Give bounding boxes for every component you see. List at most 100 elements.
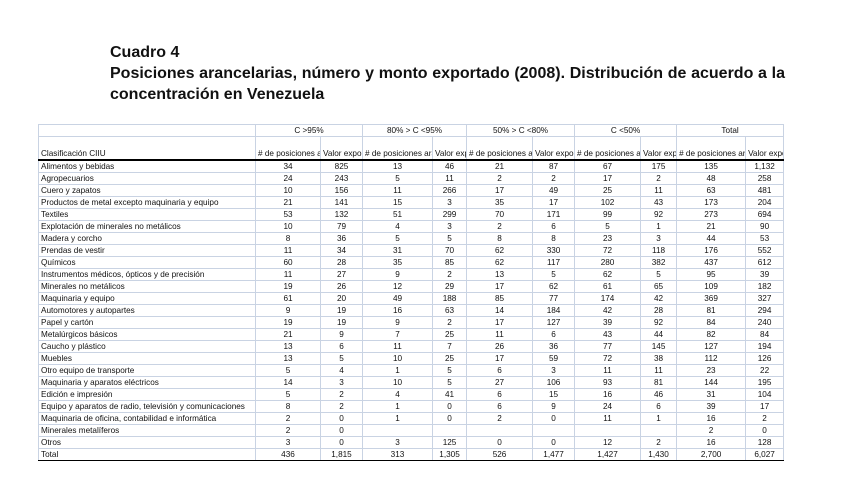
total-cell: 1,427 [574, 448, 642, 461]
table-cell: 26 [319, 280, 364, 293]
table-row: Explotación de minerales no metálicos 10 7… [38, 220, 785, 233]
table-cell: 22 [745, 364, 785, 377]
table-cell: 2 [466, 172, 534, 185]
table-row: Minerales metalíferos 2 0 2 0 [38, 424, 785, 437]
table-cell: 182 [745, 280, 785, 293]
table-cell: 13 [255, 340, 321, 353]
table-cell: 27 [319, 268, 364, 281]
table-cell: 11 [432, 172, 468, 185]
table-cell: 39 [745, 268, 785, 281]
table-cell: 369 [676, 292, 747, 305]
row-label: Maquinaria y aparatos eléctricos [38, 376, 256, 389]
table-cell: 194 [745, 340, 785, 353]
table-cell: 87 [532, 159, 576, 173]
row-label: Muebles [38, 352, 256, 365]
table-cell: 266 [432, 184, 468, 197]
table-cell: 2 [532, 172, 576, 185]
total-cell: 1,430 [640, 448, 678, 461]
table-cell: 188 [432, 292, 468, 305]
table-cell: 2 [319, 388, 364, 401]
table-cell: 13 [255, 352, 321, 365]
table-cell: 77 [574, 340, 642, 353]
table-cell: 72 [574, 244, 642, 257]
table-cell: 2 [432, 316, 468, 329]
table-row: Maquinaria y equipo 61 20 49 188 85 77 174 42 369… [38, 292, 785, 305]
table-cell: 825 [319, 159, 364, 173]
label-header: Clasificación CIIU [38, 136, 256, 161]
table-cell: 382 [640, 256, 678, 269]
table-cell: 273 [676, 208, 747, 221]
row-label: Instrumentos médicos, ópticos y de preci… [38, 268, 256, 281]
table-cell: 62 [466, 244, 534, 257]
row-label: Alimentos y bebidas [38, 159, 256, 173]
table-cell: 126 [745, 352, 785, 365]
table-cell: 694 [745, 208, 785, 221]
row-label: Cuero y zapatos [38, 184, 256, 197]
table-cell: 6 [466, 400, 534, 413]
sub-header-value: Valor exportado [745, 136, 785, 161]
table-cell: 14 [255, 376, 321, 389]
table-cell: 294 [745, 304, 785, 317]
table-cell: 11 [362, 184, 434, 197]
table-cell: 552 [745, 244, 785, 257]
table-cell: 9 [362, 316, 434, 329]
table-cell: 3 [255, 436, 321, 449]
total-cell: 2,700 [676, 448, 747, 461]
table-cell: 145 [640, 340, 678, 353]
table-cell: 118 [640, 244, 678, 257]
table-cell: 135 [676, 159, 747, 173]
total-cell: 313 [362, 448, 434, 461]
table-cell: 1 [362, 400, 434, 413]
table-cell: 132 [319, 208, 364, 221]
table-cell: 299 [432, 208, 468, 221]
table-cell: 104 [745, 388, 785, 401]
document-title: Cuadro 4 Posiciones arancelarias, número… [110, 42, 785, 105]
table-cell: 36 [319, 232, 364, 245]
table-cell: 117 [532, 256, 576, 269]
table-cell: 15 [532, 388, 576, 401]
table-cell: 16 [362, 304, 434, 317]
table-cell: 28 [640, 304, 678, 317]
table-row: Agropecuarios 24 243 5 11 2 2 17 2 48 258 [38, 172, 785, 185]
table-row: Textiles 53 132 51 299 70 171 99 92 273 694 [38, 208, 785, 221]
table-cell: 0 [319, 412, 364, 425]
table-cell: 44 [676, 232, 747, 245]
row-label: Textiles [38, 208, 256, 221]
table-cell: 2 [745, 412, 785, 425]
table-cell: 0 [432, 400, 468, 413]
table-cell: 84 [745, 328, 785, 341]
table-cell: 85 [466, 292, 534, 305]
table-cell: 175 [640, 159, 678, 173]
table-cell: 11 [362, 340, 434, 353]
total-cell: 436 [255, 448, 321, 461]
table-cell: 43 [640, 196, 678, 209]
row-label: Madera y corcho [38, 232, 256, 245]
table-cell: 3 [532, 364, 576, 377]
table-cell: 156 [319, 184, 364, 197]
table-cell: 8 [466, 232, 534, 245]
table-cell: 11 [574, 412, 642, 425]
table-cell: 92 [640, 316, 678, 329]
table-cell: 65 [640, 280, 678, 293]
table-cell: 38 [640, 352, 678, 365]
table-cell: 9 [255, 304, 321, 317]
table-cell: 125 [432, 436, 468, 449]
sub-header-value: Valor exportado [319, 136, 364, 161]
table-cell: 27 [466, 376, 534, 389]
table-cell: 5 [255, 388, 321, 401]
table-cell: 171 [532, 208, 576, 221]
table-cell: 15 [362, 196, 434, 209]
table-cell: 35 [466, 196, 534, 209]
total-label: Total [38, 448, 256, 461]
table-cell: 3 [362, 436, 434, 449]
header-blank [38, 124, 256, 137]
table-cell: 19 [319, 304, 364, 317]
sub-header-row: Clasificación CIIU# de posiciones arance… [38, 136, 785, 161]
table-cell: 36 [532, 340, 576, 353]
table-cell: 0 [319, 436, 364, 449]
table-row: Caucho y plástico 13 6 11 7 26 36 77 145 127 194 [38, 340, 785, 353]
table-cell: 39 [574, 316, 642, 329]
table-cell: 0 [745, 424, 785, 437]
table-cell: 5 [574, 220, 642, 233]
table-row: Metalúrgicos básicos 21 9 7 25 11 6 43 44 82 84 [38, 328, 785, 341]
